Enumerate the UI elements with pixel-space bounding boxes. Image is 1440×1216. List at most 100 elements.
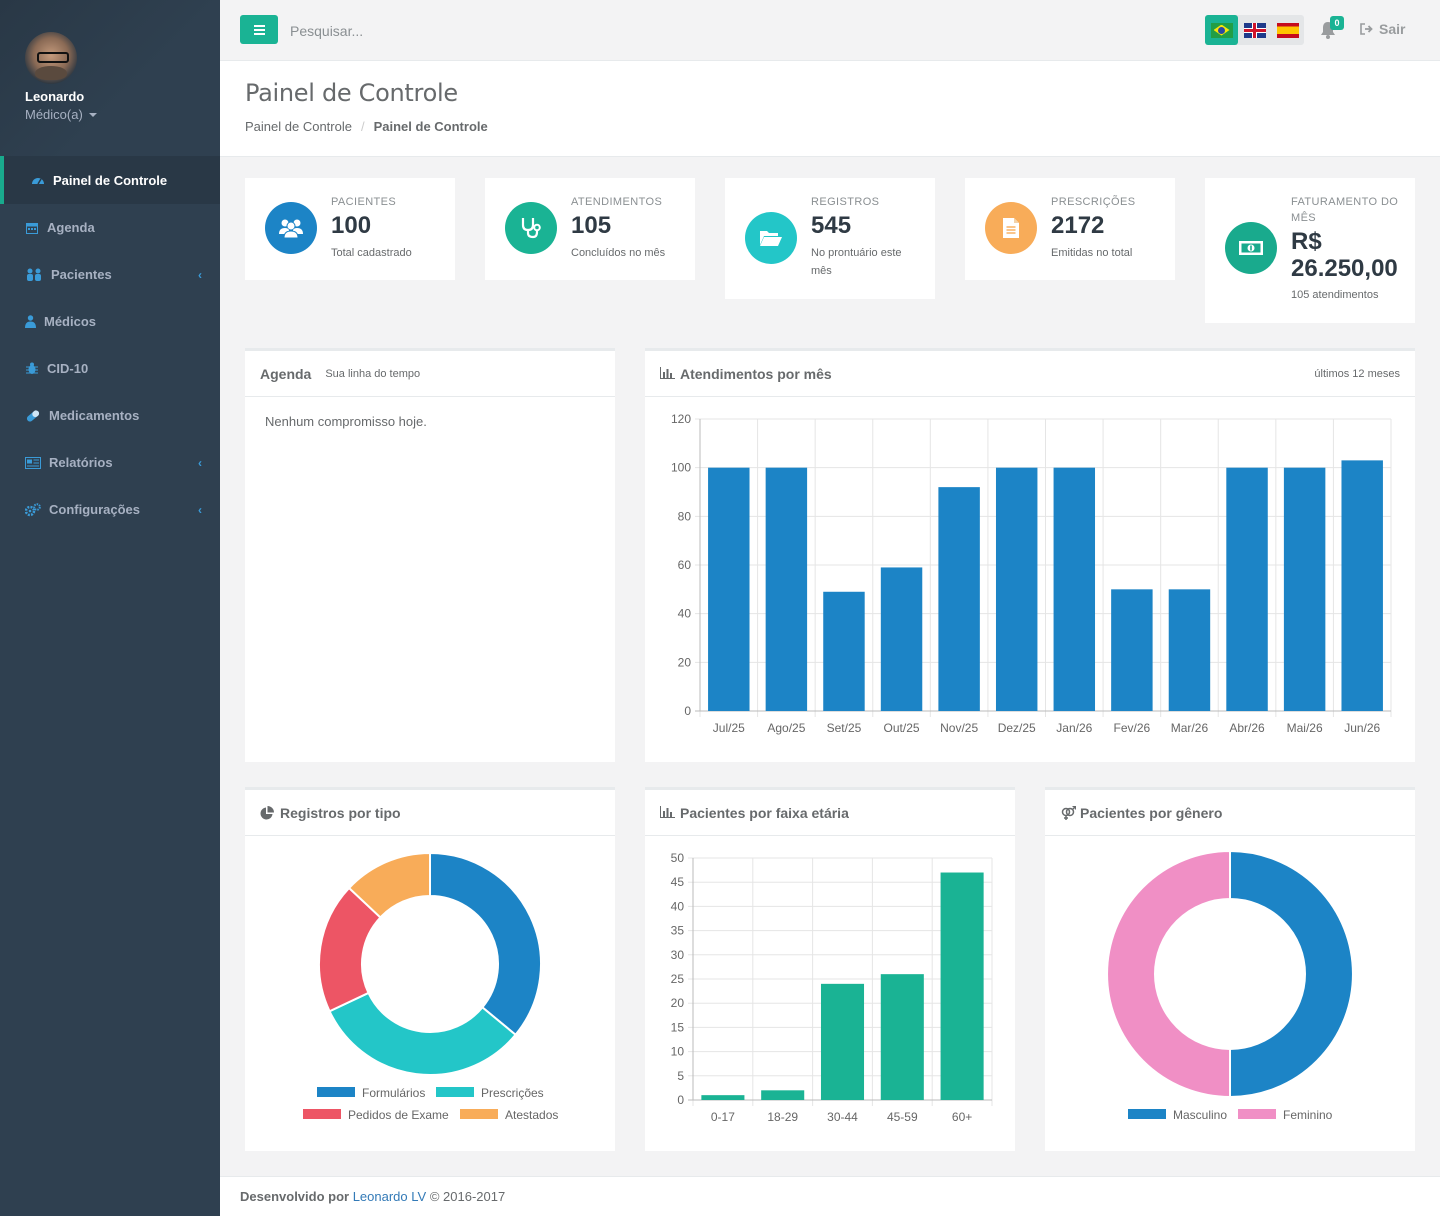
- stat-label: PRESCRIÇÕES: [1051, 196, 1136, 208]
- stat-subtext: 105 atendimentos: [1291, 289, 1379, 301]
- sidebar-item-label: Agenda: [47, 220, 95, 235]
- y-tick-label: 0: [684, 704, 691, 718]
- stat-subtext: Total cadastrado: [331, 247, 412, 259]
- x-tick-label: Set/25: [827, 721, 862, 735]
- caret-down-icon: [88, 112, 97, 117]
- sidebar-item-configuracoes[interactable]: Configurações ‹: [0, 486, 220, 533]
- breadcrumb: Painel de Controle / Painel de Controle: [245, 119, 1415, 134]
- sidebar-item-agenda[interactable]: Agenda: [0, 204, 220, 251]
- x-tick-label: Nov/25: [940, 721, 978, 735]
- y-tick-label: 20: [678, 655, 692, 669]
- monthly-bar-chart: 0 20 40 60 80 100 120 Jul/25 Ago/25 Set/25 Out/25 N…: [671, 412, 1392, 735]
- chevron-left-icon: ‹: [198, 267, 202, 282]
- chart-bar: [823, 591, 865, 711]
- chart-bar: [765, 467, 808, 711]
- y-tick-label: 15: [671, 1020, 685, 1034]
- y-tick-label: 0: [677, 1093, 684, 1107]
- chart-bar: [1226, 467, 1268, 711]
- footer: Desenvolvido por Leonardo LV © 2016-2017: [220, 1176, 1440, 1216]
- sidebar-item-medicamentos[interactable]: Medicamentos: [0, 392, 220, 439]
- footer-copyright: © 2016-2017: [429, 1189, 506, 1204]
- sidebar-item-label: CID-10: [47, 361, 89, 376]
- empty-agenda-message: Nenhum compromisso hoje.: [265, 414, 427, 429]
- flag-spain-button[interactable]: [1271, 15, 1304, 45]
- chevron-left-icon: ‹: [198, 455, 202, 470]
- sidebar-item-painel[interactable]: Painel de Controle: [0, 156, 220, 204]
- x-tick-label: Abr/26: [1229, 721, 1265, 735]
- file-text-icon: [985, 202, 1037, 254]
- stethoscope-icon: [505, 202, 557, 254]
- footer-author-link[interactable]: Leonardo LV: [352, 1189, 427, 1204]
- chart-bar: [1168, 589, 1211, 711]
- chart-bar: [820, 983, 865, 1100]
- genero-donut-chart: Masculino Feminino: [1106, 849, 1354, 1122]
- flag-uk-button[interactable]: [1238, 15, 1271, 45]
- pie-slice: [429, 851, 542, 1037]
- uk-flag-icon: [1243, 22, 1266, 38]
- y-tick-label: 80: [678, 509, 692, 523]
- y-tick-label: 45: [671, 875, 685, 889]
- stat-subtext: No prontuário este mês: [811, 247, 902, 277]
- stat-subtext: Concluídos no mês: [571, 247, 666, 259]
- menu-toggle-button[interactable]: [240, 15, 278, 44]
- legend-label: Atestados: [505, 1108, 558, 1122]
- sidebar-item-relatorios[interactable]: Relatórios ‹: [0, 439, 220, 486]
- notification-badge: 0: [1330, 16, 1344, 30]
- y-tick-label: 50: [671, 851, 685, 865]
- agenda-panel: Agenda Sua linha do tempo Nenhum comprom…: [245, 348, 615, 762]
- search-input[interactable]: [290, 18, 590, 44]
- panel-header: Pacientes por gênero: [1045, 790, 1415, 836]
- chart-bar: [708, 467, 750, 711]
- x-tick-label: 60+: [952, 1110, 972, 1124]
- avatar[interactable]: [25, 32, 77, 84]
- chart-bar: [940, 872, 984, 1100]
- stat-value: R$ 26.250,00: [1291, 228, 1398, 282]
- folder-open-icon: [745, 212, 797, 264]
- legend-label: Masculino: [1173, 1108, 1227, 1122]
- user-md-icon: [25, 315, 36, 329]
- breadcrumb-link[interactable]: Painel de Controle: [245, 119, 352, 134]
- dashboard-icon: [31, 173, 45, 187]
- sidebar-item-medicos[interactable]: Médicos: [0, 298, 220, 345]
- chart-bar: [995, 467, 1038, 711]
- x-tick-label: Jul/25: [713, 721, 745, 735]
- sidebar-item-cid10[interactable]: CID-10: [0, 345, 220, 392]
- logout-button[interactable]: Sair: [1360, 21, 1405, 37]
- users-icon: [25, 268, 43, 282]
- legend-swatch: [460, 1109, 498, 1119]
- registros-chart-panel: Registros por tipo Formulários Prescriçõe…: [245, 787, 615, 1151]
- chart-bar: [880, 567, 923, 711]
- sidebar-item-pacientes[interactable]: Pacientes ‹: [0, 251, 220, 298]
- user-role: Médico(a): [25, 107, 83, 122]
- y-tick-label: 20: [671, 996, 685, 1010]
- y-tick-label: 120: [671, 412, 691, 426]
- y-tick-label: 60: [678, 558, 692, 572]
- pie-chart-icon: [260, 805, 276, 820]
- panel-header: Registros por tipo: [245, 790, 615, 836]
- brazil-flag-icon: [1210, 22, 1233, 38]
- legend-label: Prescrições: [481, 1086, 544, 1100]
- panel-header: Agenda Sua linha do tempo: [245, 351, 615, 397]
- footer-prefix: Desenvolvido por: [240, 1189, 350, 1204]
- stat-value: 100: [331, 212, 372, 239]
- stat-subtext: Emitidas no total: [1051, 247, 1133, 259]
- cogs-icon: [25, 502, 41, 517]
- x-tick-label: Mar/26: [1171, 721, 1209, 735]
- chart-bar: [938, 487, 980, 711]
- stat-label: FATURAMENTO DO MÊS: [1291, 196, 1399, 224]
- chart-bar: [761, 1090, 805, 1100]
- panel-period-label: últimos 12 meses: [1314, 367, 1400, 380]
- chart-bar: [880, 974, 924, 1100]
- x-tick-label: 30-44: [827, 1110, 858, 1124]
- user-role-dropdown[interactable]: Médico(a): [25, 107, 220, 122]
- flag-brazil-button[interactable]: [1205, 15, 1238, 45]
- legend-swatch: [436, 1087, 474, 1097]
- x-tick-label: Jun/26: [1344, 721, 1380, 735]
- stat-widget-faturamento: FATURAMENTO DO MÊS R$ 26.250,00 105 aten…: [1205, 178, 1415, 323]
- legend-label: Formulários: [362, 1086, 425, 1100]
- pie-slice: [1106, 849, 1231, 1099]
- y-tick-label: 30: [671, 948, 685, 962]
- pie-slice: [347, 851, 431, 919]
- legend-swatch: [303, 1109, 341, 1119]
- pie-slice: [1229, 849, 1354, 1099]
